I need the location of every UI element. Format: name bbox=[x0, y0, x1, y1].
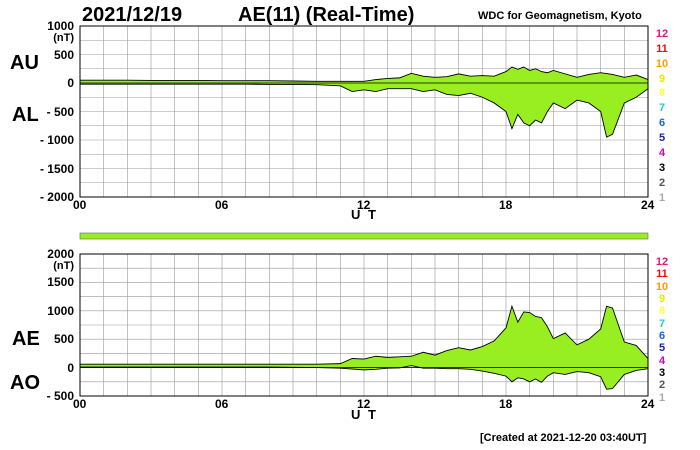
station-number-11: 11 bbox=[656, 268, 668, 281]
al-label: AL bbox=[12, 104, 39, 126]
station-number-11: 11 bbox=[656, 42, 668, 55]
y-tick-label: 0 bbox=[67, 76, 74, 90]
x-tick-label: 24 bbox=[641, 397, 655, 411]
x-tick-label: 18 bbox=[499, 198, 513, 212]
station-availability-bar bbox=[79, 232, 649, 240]
y-tick-label: 0 bbox=[67, 360, 74, 375]
station-number-8: 8 bbox=[658, 305, 666, 318]
chart-date: 2021/12/19 bbox=[82, 4, 183, 26]
y-tick-label: - 1000 bbox=[39, 133, 74, 147]
station-number-2: 2 bbox=[658, 176, 666, 189]
station-number-1: 1 bbox=[658, 391, 666, 404]
y-tick-label: - 2000 bbox=[39, 190, 74, 204]
station-number-7: 7 bbox=[658, 102, 666, 115]
created-timestamp: [Created at 2021-12-20 03:40UT] bbox=[480, 432, 647, 444]
station-number-9: 9 bbox=[658, 72, 666, 85]
y-tick-label: - 1500 bbox=[39, 161, 74, 176]
station-number-7: 7 bbox=[658, 317, 666, 330]
x-tick-label: 18 bbox=[499, 397, 513, 411]
x-axis-label-bottom: U T bbox=[351, 407, 378, 422]
y-tick-label: 500 bbox=[53, 332, 74, 347]
ae-ao-frame bbox=[79, 253, 649, 397]
x-tick-label: 06 bbox=[215, 397, 229, 411]
series-ao-line bbox=[80, 365, 649, 390]
x-tick-label: 24 bbox=[641, 198, 655, 212]
station-number-10: 10 bbox=[655, 57, 669, 70]
station-number-1: 1 bbox=[658, 191, 666, 204]
station-number-5: 5 bbox=[658, 342, 666, 355]
station-number-10: 10 bbox=[655, 280, 669, 293]
series-au-line bbox=[80, 66, 649, 82]
series-al-line bbox=[80, 83, 649, 138]
unit-label-top: (nT) bbox=[53, 32, 74, 44]
station-number-4: 4 bbox=[658, 354, 666, 367]
station-number-3: 3 bbox=[658, 161, 666, 174]
station-number-9: 9 bbox=[658, 293, 666, 306]
station-number-8: 8 bbox=[658, 87, 666, 100]
au-al-envelope-fill bbox=[80, 67, 648, 138]
x-tick-label: 00 bbox=[73, 397, 87, 411]
y-tick-label: 1000 bbox=[47, 303, 74, 318]
x-tick-label: 12 bbox=[357, 397, 371, 411]
x-axis-label-top: U T bbox=[351, 207, 378, 222]
station-number-12: 12 bbox=[655, 256, 669, 268]
data-source: WDC for Geomagnetism, Kyoto bbox=[478, 10, 642, 22]
station-number-4: 4 bbox=[658, 146, 666, 159]
ae-ao-envelope-fill bbox=[80, 306, 648, 390]
ae-label: AE bbox=[12, 328, 40, 350]
y-tick-label: 1500 bbox=[47, 275, 74, 290]
au-label: AU bbox=[10, 52, 39, 74]
station-number-3: 3 bbox=[658, 367, 666, 380]
y-tick-label: - 500 bbox=[46, 389, 74, 403]
ao-label: AO bbox=[10, 372, 40, 394]
unit-label-bottom: (nT) bbox=[53, 260, 74, 272]
chart-title: AE(11) (Real-Time) bbox=[238, 4, 415, 26]
station-number-2: 2 bbox=[658, 379, 666, 392]
x-tick-label: 00 bbox=[73, 198, 87, 212]
station-number-6: 6 bbox=[658, 330, 666, 343]
series-ae-line bbox=[80, 304, 649, 365]
au-al-frame bbox=[79, 25, 649, 198]
x-tick-label: 06 bbox=[215, 198, 229, 212]
y-tick-label: 1000 bbox=[47, 19, 74, 33]
y-tick-label: 500 bbox=[53, 47, 74, 62]
y-tick-label: - 500 bbox=[46, 104, 74, 119]
station-number-12: 12 bbox=[655, 28, 669, 40]
x-tick-label: 12 bbox=[357, 198, 371, 212]
y-tick-label: 2000 bbox=[47, 247, 74, 261]
station-number-5: 5 bbox=[658, 132, 666, 145]
station-number-6: 6 bbox=[658, 117, 666, 130]
